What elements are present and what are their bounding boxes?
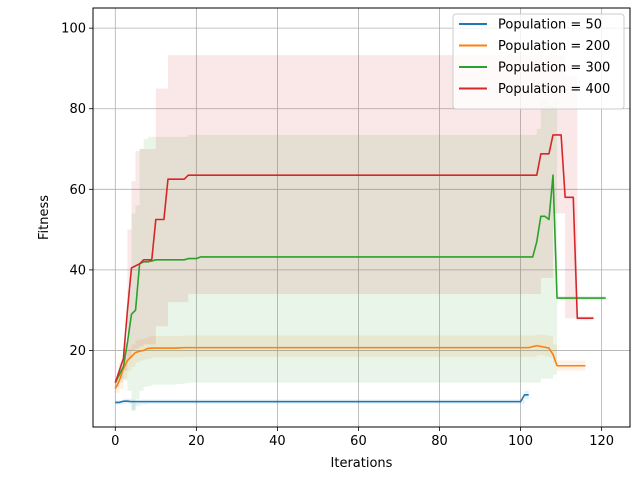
legend-label-population-200: Population = 200: [498, 39, 610, 54]
band-population-400: [115, 55, 594, 387]
x-tick-label: 80: [431, 434, 448, 449]
x-tick-label: 0: [111, 434, 119, 449]
series-lines: [114, 134, 606, 404]
x-tick-label: 100: [508, 434, 533, 449]
band-population-50: [115, 390, 529, 410]
y-tick-label: 100: [61, 22, 86, 37]
x-tick-label: 40: [269, 434, 286, 449]
x-tick-label: 60: [350, 434, 367, 449]
y-tick-label: 20: [69, 344, 86, 359]
x-tick-label: 120: [589, 434, 614, 449]
y-tick-label: 40: [69, 263, 86, 278]
series-line-population-400: [114, 134, 594, 383]
legend: Population = 50 Population = 200 Populatio…: [452, 13, 625, 110]
legend-label-population-400: Population = 400: [498, 82, 610, 97]
y-tick-label: 60: [69, 183, 86, 198]
x-axis-label: Iterations: [331, 456, 393, 471]
confidence-bands: [115, 55, 606, 411]
band-population-200: [115, 334, 586, 393]
axis-ticks: 0 20 40 60 80 100 120 20 40 60 80 100: [61, 22, 614, 449]
legend-label-population-50: Population = 50: [498, 18, 602, 33]
x-tick-label: 20: [188, 434, 205, 449]
band-population-300: [115, 100, 606, 411]
series-line-population-50: [115, 393, 529, 404]
y-axis-label: Fitness: [37, 195, 52, 240]
series-line-population-200: [114, 344, 586, 390]
legend-box: [452, 13, 625, 110]
legend-label-population-300: Population = 300: [498, 61, 610, 76]
axes-frame: [92, 7, 631, 428]
series-line-population-300: [114, 174, 606, 384]
y-tick-label: 80: [69, 102, 86, 117]
